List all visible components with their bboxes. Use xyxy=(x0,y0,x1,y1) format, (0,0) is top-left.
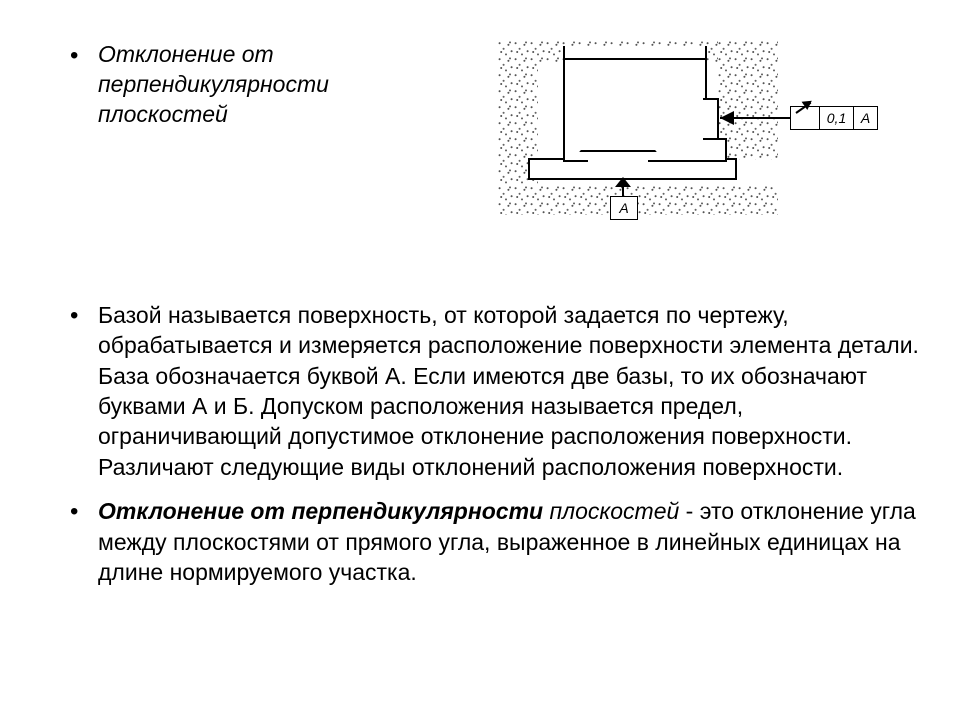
para2-italic: плоскостей xyxy=(543,498,679,524)
runout-symbol-cell xyxy=(790,106,820,130)
title-text: Отклонение от перпендикулярности плоскос… xyxy=(98,41,329,127)
leader-arrowhead xyxy=(720,111,734,125)
title-bullet: Отклонение от перпендикулярности плоскос… xyxy=(70,40,438,130)
slide: Отклонение от перпендикулярности плоскос… xyxy=(0,0,960,720)
datum-reference: А xyxy=(854,106,878,130)
part-block xyxy=(563,58,707,162)
part-top-edge xyxy=(563,46,707,58)
paragraph-1: Базой называется поверхность, от которой… xyxy=(70,300,920,482)
para2-bold: Отклонение от перпендикулярности xyxy=(98,498,543,524)
part-shoulder-2 xyxy=(703,138,727,162)
datum-label-box: А xyxy=(610,196,638,220)
runout-icon xyxy=(795,102,811,114)
perpendicularity-diagram: 0,1 А А xyxy=(498,40,908,240)
feature-control-frame: 0,1 А xyxy=(790,106,878,130)
para1-text: Базой называется поверхность, от которой… xyxy=(98,302,919,480)
base-relief xyxy=(588,150,648,164)
paragraph-2: Отклонение от перпендикулярности плоскос… xyxy=(70,496,920,587)
part-shoulder-1 xyxy=(703,98,719,142)
noise-texture xyxy=(718,40,778,160)
noise-texture xyxy=(498,185,778,215)
top-row: Отклонение от перпендикулярности плоскос… xyxy=(70,40,920,240)
body-text: Базой называется поверхность, от которой… xyxy=(70,300,920,587)
tolerance-value: 0,1 xyxy=(820,106,854,130)
datum-triangle xyxy=(615,177,631,187)
